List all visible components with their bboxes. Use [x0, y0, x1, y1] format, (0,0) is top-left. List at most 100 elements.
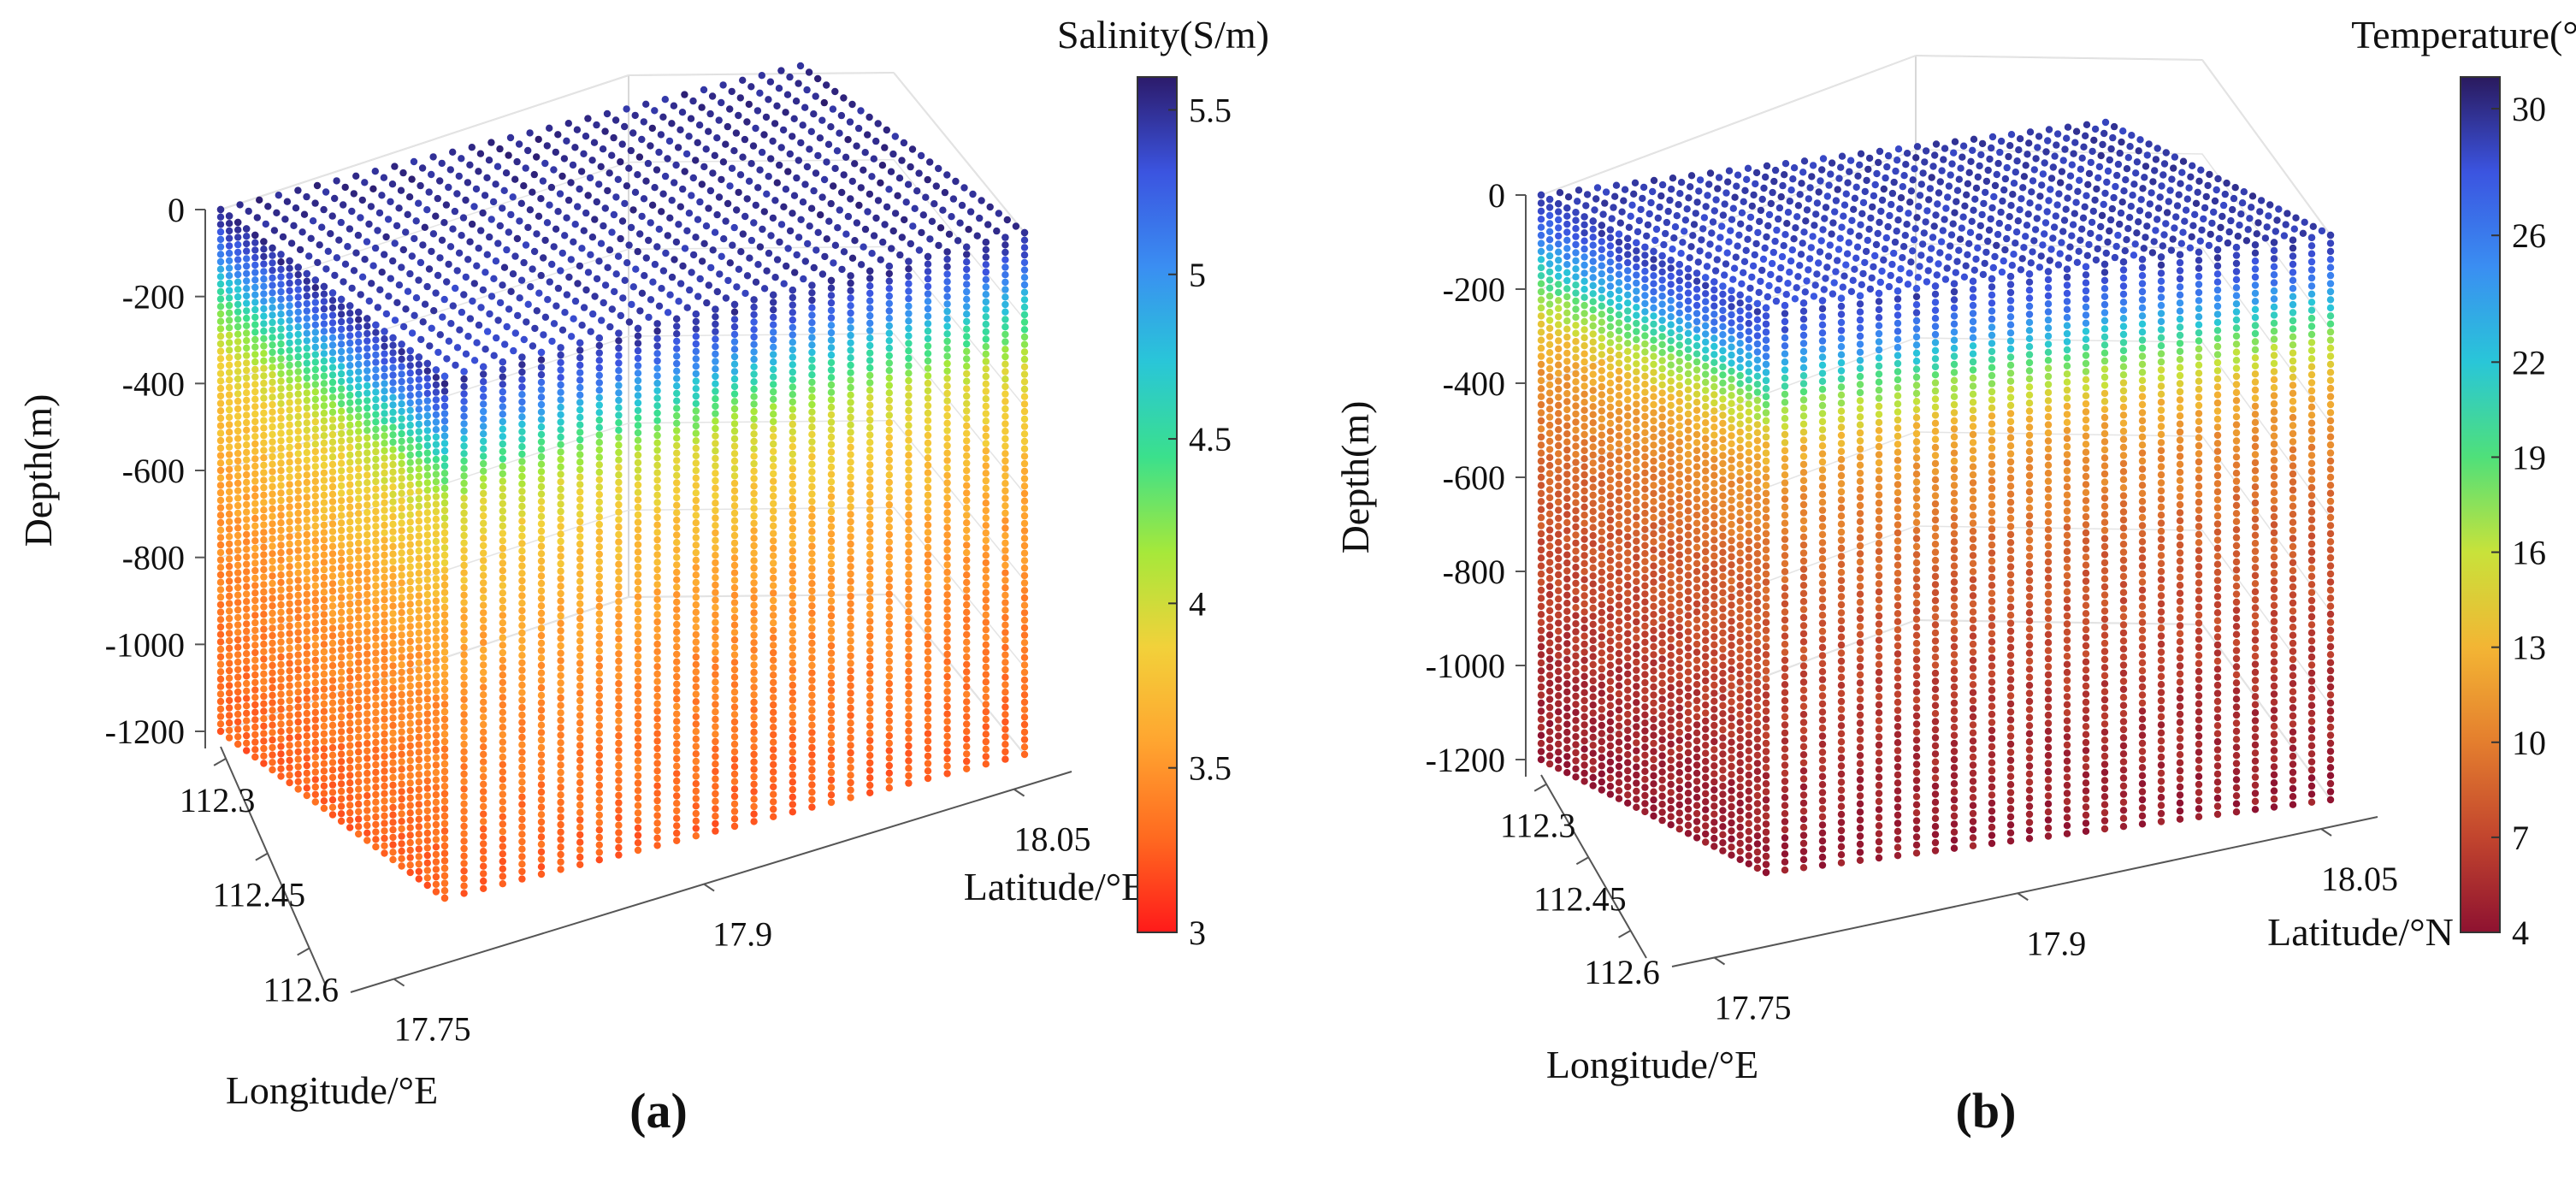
right-face-point [1001, 316, 1009, 323]
left-face-point [225, 413, 233, 421]
left-face-point [423, 829, 431, 837]
right-face-point [963, 757, 971, 766]
top-face-point [348, 284, 356, 293]
left-face-point [423, 553, 431, 561]
left-face-point [269, 370, 276, 379]
top-face-point [735, 265, 743, 273]
top-face-point [499, 204, 506, 212]
top-face-point [806, 145, 813, 153]
left-face-point [277, 653, 285, 661]
top-face-point [671, 179, 678, 186]
right-face-point [943, 695, 951, 703]
right-face-point [576, 354, 584, 362]
left-face-point [251, 694, 259, 701]
right-face-point [712, 633, 719, 642]
right-face-point [634, 384, 642, 392]
right-face-point [634, 429, 642, 437]
right-face-point [440, 671, 449, 678]
top-face-point [580, 227, 588, 234]
right-face-point [692, 600, 700, 609]
top-face-point [649, 278, 657, 286]
right-face-point [692, 347, 700, 355]
top-face-point [546, 278, 553, 286]
left-face-point [363, 359, 371, 367]
left-face-point [311, 634, 319, 642]
top-face-point [496, 299, 505, 307]
right-face-point [730, 711, 739, 719]
left-face-point [423, 837, 431, 844]
left-face-point [398, 780, 405, 788]
right-face-point [712, 813, 719, 820]
top-face-point [458, 232, 465, 240]
top-face-point [918, 228, 925, 237]
right-face-point [673, 770, 681, 778]
left-face-point [381, 410, 388, 417]
right-face-point [924, 700, 932, 708]
right-face-point [924, 483, 932, 492]
top-face-point [320, 282, 328, 291]
right-face-point [692, 750, 700, 758]
top-face-point [698, 104, 706, 111]
right-face-point [885, 500, 894, 509]
top-face-point [747, 236, 756, 245]
left-face-point [328, 535, 337, 543]
top-face-point [730, 147, 738, 155]
right-face-point [885, 568, 894, 576]
left-face-point [234, 658, 242, 666]
right-face-point [653, 826, 661, 835]
left-face-point [406, 369, 414, 377]
top-face-point [453, 344, 462, 352]
left-face-point [355, 771, 363, 778]
left-face-point [389, 490, 397, 499]
right-face-point [885, 598, 894, 606]
right-face-point [653, 760, 661, 767]
right-face-point [518, 636, 526, 644]
right-face-point [440, 544, 449, 552]
right-face-point [537, 751, 546, 759]
right-face-point [866, 580, 874, 588]
top-face-point [395, 204, 403, 212]
left-face-point [320, 685, 328, 693]
right-face-point [770, 724, 777, 731]
left-face-point [286, 302, 293, 310]
left-face-point [234, 740, 242, 748]
right-face-point [499, 850, 506, 858]
right-face-point [847, 570, 854, 578]
left-face-point [286, 264, 293, 272]
top-face-point [543, 142, 551, 150]
right-face-point [653, 565, 661, 574]
right-face-point [963, 698, 971, 706]
left-face-point [432, 858, 440, 866]
right-face-point [924, 760, 932, 767]
left-face-point [415, 458, 422, 465]
top-face-point [689, 174, 697, 182]
left-face-point [277, 333, 285, 340]
right-face-point [634, 376, 642, 385]
right-face-point [480, 370, 487, 378]
right-face-point [692, 795, 700, 802]
right-face-point [460, 830, 468, 837]
right-face-point [789, 756, 796, 764]
top-face-point [733, 206, 741, 214]
left-face-point [406, 831, 414, 839]
right-face-point [885, 307, 894, 315]
top-face-point [378, 269, 386, 276]
left-face-point [337, 355, 346, 363]
right-face-point [750, 311, 758, 318]
right-face-point [460, 621, 468, 629]
left-face-point [294, 457, 302, 465]
left-face-point [423, 754, 431, 763]
left-face-point [294, 539, 302, 547]
right-face-point [808, 550, 816, 558]
top-face-point [851, 237, 859, 245]
right-face-point [692, 370, 700, 378]
left-face-point [216, 273, 225, 281]
left-face-point [311, 515, 319, 523]
left-face-point [294, 517, 302, 524]
left-face-point [337, 772, 346, 780]
left-face-point [294, 278, 302, 287]
top-face-point [434, 348, 442, 357]
right-face-point [615, 500, 623, 509]
top-face-point [636, 230, 644, 238]
top-face-point [965, 226, 972, 234]
